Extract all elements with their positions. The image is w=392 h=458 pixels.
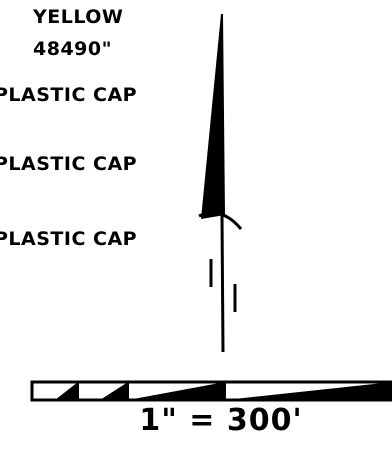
north-arrow-head [201, 14, 225, 219]
plastic-cap-label-1: PLASTIC CAP [0, 84, 138, 106]
north-arrow-icon [198, 14, 243, 353]
scale-text: 1" = 300' [139, 403, 303, 438]
number-label: 48490" [33, 38, 112, 60]
scale-bar-segment-3 [128, 382, 225, 400]
scale-bar-segment-4 [225, 382, 392, 400]
north-arrow-shaft [220, 215, 225, 353]
scale-bar-segment-1 [55, 382, 78, 400]
scale-bar-segment-2 [100, 382, 128, 400]
north-arrow-arc [198, 211, 243, 230]
plastic-cap-label-3: PLASTIC CAP [0, 228, 138, 250]
color-label: YELLOW [33, 6, 124, 28]
scale-bar-icon [30, 380, 392, 402]
plastic-cap-label-2: PLASTIC CAP [0, 153, 138, 175]
